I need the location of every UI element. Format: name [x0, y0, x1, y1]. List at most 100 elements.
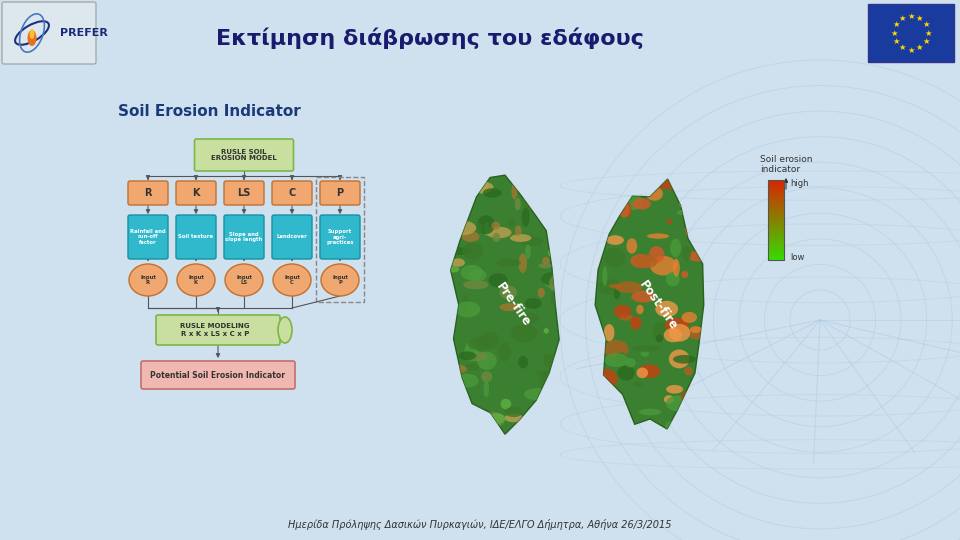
Ellipse shape — [604, 199, 609, 215]
Ellipse shape — [549, 198, 561, 205]
Bar — [768, 187, 784, 188]
Ellipse shape — [640, 350, 649, 357]
Ellipse shape — [633, 346, 660, 352]
Ellipse shape — [653, 322, 672, 337]
Ellipse shape — [673, 355, 696, 363]
Bar — [768, 217, 784, 219]
Bar — [768, 233, 784, 235]
Ellipse shape — [684, 395, 695, 414]
Ellipse shape — [638, 364, 660, 378]
Ellipse shape — [445, 247, 471, 255]
Text: Input
R: Input R — [140, 275, 156, 286]
Bar — [768, 202, 784, 205]
Bar — [768, 222, 784, 225]
Ellipse shape — [461, 265, 483, 280]
Ellipse shape — [492, 233, 500, 242]
Ellipse shape — [467, 181, 493, 193]
Text: ★: ★ — [893, 20, 900, 29]
Ellipse shape — [538, 288, 545, 298]
Text: ★: ★ — [907, 45, 915, 55]
Ellipse shape — [548, 401, 558, 406]
Bar — [768, 249, 784, 251]
Bar — [768, 180, 784, 182]
Ellipse shape — [679, 195, 693, 210]
Ellipse shape — [630, 316, 641, 330]
Ellipse shape — [613, 305, 632, 318]
Bar — [768, 199, 784, 200]
FancyBboxPatch shape — [224, 181, 264, 205]
Ellipse shape — [515, 226, 521, 236]
Ellipse shape — [665, 420, 692, 433]
Ellipse shape — [678, 184, 702, 192]
Ellipse shape — [690, 326, 702, 333]
Bar — [768, 259, 784, 260]
Bar — [768, 188, 784, 190]
Ellipse shape — [666, 396, 687, 411]
Ellipse shape — [486, 227, 512, 238]
Bar — [768, 191, 784, 192]
Ellipse shape — [604, 353, 629, 367]
Ellipse shape — [670, 239, 681, 258]
FancyBboxPatch shape — [128, 181, 168, 205]
Text: ★: ★ — [924, 29, 932, 37]
Text: Εκτίμηση διάβρωσης του εδάφους: Εκτίμηση διάβρωσης του εδάφους — [216, 27, 644, 49]
Ellipse shape — [645, 178, 653, 193]
Ellipse shape — [669, 324, 690, 342]
Ellipse shape — [524, 298, 541, 309]
Ellipse shape — [646, 186, 663, 201]
Ellipse shape — [465, 342, 478, 361]
Bar — [768, 231, 784, 233]
Ellipse shape — [600, 235, 608, 243]
Text: ★: ★ — [922, 37, 929, 46]
Bar — [768, 204, 784, 206]
Text: RUSLE SOIL
EROSION MODEL: RUSLE SOIL EROSION MODEL — [211, 148, 276, 161]
Bar — [768, 235, 784, 237]
Ellipse shape — [464, 280, 489, 289]
Ellipse shape — [461, 410, 484, 429]
Text: K: K — [192, 188, 200, 198]
Ellipse shape — [459, 352, 476, 360]
Text: ★: ★ — [899, 43, 906, 52]
Ellipse shape — [621, 420, 629, 431]
Text: Pre-fire: Pre-fire — [493, 281, 533, 329]
Ellipse shape — [663, 328, 683, 342]
Bar — [768, 213, 784, 215]
Ellipse shape — [687, 215, 710, 231]
Bar — [768, 224, 784, 226]
Ellipse shape — [598, 374, 606, 380]
Ellipse shape — [505, 414, 523, 422]
Ellipse shape — [602, 266, 608, 286]
Bar — [768, 255, 784, 256]
Ellipse shape — [539, 263, 552, 268]
Ellipse shape — [650, 256, 677, 275]
Ellipse shape — [639, 409, 661, 415]
FancyBboxPatch shape — [156, 315, 280, 345]
Ellipse shape — [477, 352, 496, 370]
Ellipse shape — [28, 30, 36, 46]
Ellipse shape — [512, 183, 517, 199]
Ellipse shape — [599, 202, 607, 222]
Bar — [768, 245, 784, 247]
Ellipse shape — [278, 317, 292, 343]
Text: Soil erosion
indicator: Soil erosion indicator — [760, 155, 812, 174]
Bar — [768, 258, 784, 259]
Text: Support
agri-
practices: Support agri- practices — [326, 229, 353, 245]
Ellipse shape — [468, 338, 492, 350]
Text: Post-fire: Post-fire — [636, 278, 680, 332]
Ellipse shape — [685, 204, 706, 217]
Ellipse shape — [549, 275, 563, 292]
Ellipse shape — [683, 246, 691, 262]
Ellipse shape — [632, 291, 656, 302]
Ellipse shape — [677, 210, 700, 215]
Ellipse shape — [685, 225, 691, 237]
Bar — [768, 210, 784, 211]
Text: Input
K: Input K — [188, 275, 204, 286]
FancyBboxPatch shape — [141, 361, 295, 389]
Ellipse shape — [619, 204, 630, 218]
Ellipse shape — [518, 356, 528, 368]
Bar — [768, 192, 784, 194]
Ellipse shape — [543, 354, 556, 367]
Text: ★: ★ — [893, 37, 900, 46]
Ellipse shape — [505, 407, 523, 417]
FancyBboxPatch shape — [176, 215, 216, 259]
